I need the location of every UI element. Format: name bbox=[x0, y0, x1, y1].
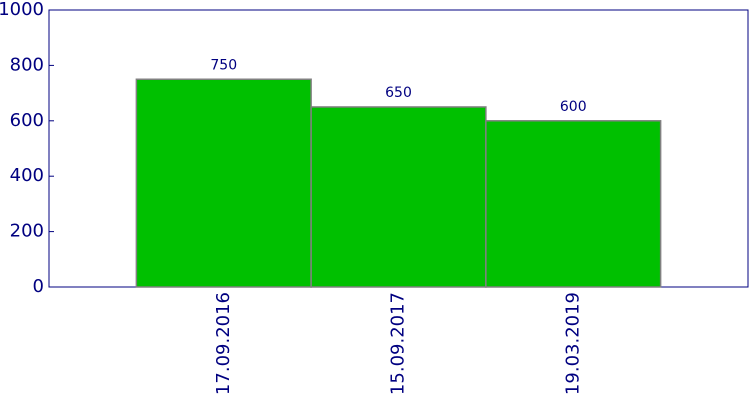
bar bbox=[135, 78, 312, 288]
x-tick-label: 19.03.2019 bbox=[562, 292, 583, 395]
y-tick-label: 600 bbox=[10, 110, 44, 131]
y-tick-label: 200 bbox=[10, 221, 44, 242]
y-tick-label: 0 bbox=[33, 276, 44, 297]
y-tick-label: 800 bbox=[10, 54, 44, 75]
bar bbox=[485, 120, 662, 288]
data-label: 750 bbox=[210, 57, 237, 73]
data-label: 650 bbox=[385, 85, 412, 101]
bar bbox=[310, 106, 487, 288]
data-label: 600 bbox=[560, 99, 587, 115]
x-tick-label: 15.09.2017 bbox=[388, 292, 409, 395]
y-tick-label: 400 bbox=[10, 165, 44, 186]
x-tick-label: 17.09.2016 bbox=[213, 292, 234, 395]
y-tick-label: 1000 bbox=[0, 0, 44, 20]
